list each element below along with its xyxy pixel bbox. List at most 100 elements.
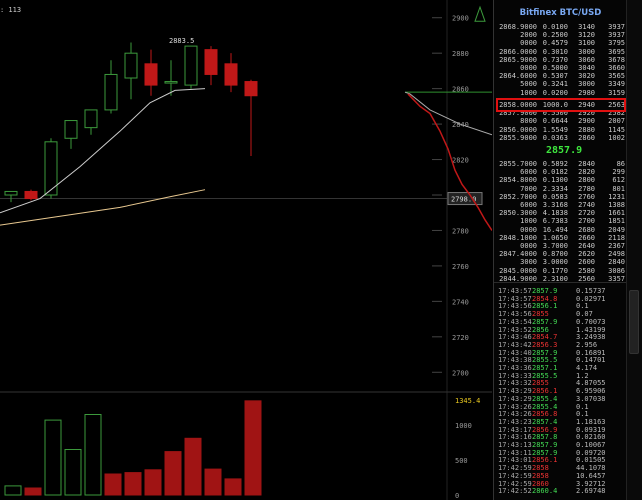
trade-time: 17:42:59: [498, 479, 532, 488]
bid-row[interactable]: 6000 3.3168 2740 1388: [494, 201, 627, 209]
ask-cell: 2980: [578, 88, 595, 97]
bid-cell: 0.8700: [542, 250, 568, 259]
trade-price: 2858: [532, 464, 549, 473]
highlight-box: [496, 98, 626, 112]
ask-row[interactable]: 0000 0.4579 3100 3795: [494, 39, 627, 47]
bid-cell: 2580: [578, 266, 595, 275]
candle-body: [164, 81, 178, 84]
bid-cell: 2049: [608, 225, 625, 234]
ask-row[interactable]: 2868.9000 0.0100 3140 3937: [494, 23, 627, 31]
scrollbar-thumb[interactable]: [629, 290, 639, 354]
bid-row[interactable]: 2850.3000 4.1838 2720 1661: [494, 209, 627, 217]
ask-cell: 3795: [608, 39, 625, 48]
chart-area[interactable]: 2900288028602840282028002780276027402720…: [0, 0, 492, 500]
bid-cell: 2800: [578, 176, 595, 185]
trade-time: 17:43:40: [498, 348, 532, 357]
trade-amount: 0.1: [576, 402, 589, 411]
trade-row: 17:43:29 2855.4 3.07038: [494, 395, 627, 403]
depth-bid-line: [407, 93, 492, 231]
ask-row[interactable]: 2855.9000 0.0363 2860 1002: [494, 134, 627, 142]
trade-row: 17:43:40 2857.9 0.16891: [494, 349, 627, 357]
ask-row[interactable]: 2865.9000 0.7370 3060 3678: [494, 56, 627, 64]
trade-time: 17:43:32: [498, 379, 532, 388]
trade-price: 2856.1: [532, 387, 558, 396]
bid-row[interactable]: 1000 6.7383 2700 1851: [494, 217, 627, 225]
bid-row[interactable]: 2848.1000 1.0650 2660 2118: [494, 234, 627, 242]
price-chart[interactable]: 2900288028602840282028002780276027402720…: [0, 0, 492, 500]
bid-cell: 6.7383: [542, 217, 568, 226]
trade-row: 17:43:29 2856.1 6.95906: [494, 387, 627, 395]
volume-bar: [84, 414, 102, 496]
bid-row[interactable]: 6000 0.0182 2820 299: [494, 168, 627, 176]
trade-price: 2857.4: [532, 417, 558, 426]
ask-cell: 1.5549: [542, 125, 568, 134]
ask-cell: 3060: [578, 55, 595, 64]
bid-cell: 6000: [520, 168, 537, 177]
ask-row[interactable]: 2000 0.2500 3120 3937: [494, 31, 627, 39]
ask-row[interactable]: 5000 0.3241 3000 3349: [494, 80, 627, 88]
trade-amount: 3.92712: [576, 479, 606, 488]
trade-price: 2855.4: [532, 402, 558, 411]
bid-cell: 0.1770: [542, 266, 568, 275]
bid-row[interactable]: 2854.8000 0.1300 2800 612: [494, 176, 627, 184]
volume-bar: [24, 487, 42, 496]
trade-amount: 2.69748: [576, 487, 606, 496]
high-label: 2883.5: [169, 37, 194, 45]
trade-price: 2856.8: [532, 410, 558, 419]
ask-cell: 3695: [608, 47, 625, 56]
bid-cell: 2852.7000: [499, 192, 537, 201]
volume-bar: [224, 478, 242, 496]
trade-price: 2856.3: [532, 340, 558, 349]
trade-price: 2856.9: [532, 425, 558, 434]
trade-row: 17:42:59 2858 10.6457: [494, 472, 627, 480]
ask-row[interactable]: 2866.0000 0.3010 3000 3695: [494, 48, 627, 56]
bid-row[interactable]: 0000 16.494 2680 2049: [494, 226, 627, 234]
candle-body: [104, 73, 118, 111]
bid-cell: 2845.0000: [499, 266, 537, 275]
bid-row[interactable]: 7000 2.3334 2780 801: [494, 185, 627, 193]
candle-body: [144, 63, 158, 86]
ask-cell: 2000: [520, 31, 537, 40]
trade-price: 2857.9: [532, 287, 558, 295]
bid-cell: 612: [612, 176, 625, 185]
bid-row[interactable]: 3000 3.0000 2600 2840: [494, 258, 627, 266]
ask-row[interactable]: 2856.0000 1.5549 2880 1145: [494, 126, 627, 134]
ask-row[interactable]: 2858.0000 1000.0 2940 2563: [494, 101, 627, 109]
trade-price: 2857.9: [532, 348, 558, 357]
volume-bar: [204, 468, 222, 496]
trade-price: 2855.5: [532, 371, 558, 380]
trade-row: 17:43:23 2857.4 1.18163: [494, 418, 627, 426]
trade-row: 17:43:54 2857.9 0.70073: [494, 318, 627, 326]
bid-cell: 2.3100: [542, 274, 568, 283]
trade-row: 17:43:33 2855.5 1.2: [494, 372, 627, 380]
ask-cell: 3000: [578, 47, 595, 56]
trade-time: 17:43:17: [498, 425, 532, 434]
price-tick-label: 2760: [452, 263, 469, 271]
bid-row[interactable]: 2845.0000 0.1770 2580 3086: [494, 267, 627, 275]
scrollbar[interactable]: [626, 0, 642, 500]
ask-cell: 3040: [578, 64, 595, 72]
trade-row: 17:43:57 2854.8 0.02971: [494, 295, 627, 303]
trade-row: 17:43:13 2857.9 0.10067: [494, 441, 627, 449]
ask-cell: 0.7370: [542, 55, 568, 64]
header-label: : 113: [0, 6, 22, 14]
ask-row[interactable]: 2857.9000 0.5500 2920 2582: [494, 109, 627, 117]
ask-cell: 0.2500: [542, 31, 568, 40]
ask-row[interactable]: 0000 0.5000 3040 3660: [494, 64, 627, 72]
order-book-title: Bitfinex BTC/USD: [519, 8, 602, 18]
ask-cell: 2864.6000: [499, 72, 537, 81]
bid-row[interactable]: 2844.9000 2.3100 2560 3357: [494, 275, 627, 283]
ask-cell: 2880: [578, 125, 595, 134]
ask-cell: 2900: [578, 117, 595, 126]
trade-price: 2857.9: [532, 317, 558, 326]
ask-row[interactable]: 8000 0.6644 2900 2007: [494, 117, 627, 125]
candle-body: [4, 190, 18, 196]
bid-cell: 3.3168: [542, 201, 568, 209]
bid-row[interactable]: 2847.4000 0.8700 2620 2498: [494, 250, 627, 258]
ask-row[interactable]: 2864.6000 0.5307 3020 3565: [494, 72, 627, 80]
bid-row[interactable]: 0000 3.7000 2640 2367: [494, 242, 627, 250]
bid-row[interactable]: 2855.7000 0.5892 2840 86: [494, 160, 627, 168]
trade-time: 17:42:52: [498, 487, 532, 496]
bid-row[interactable]: 2852.7000 0.0583 2760 1231: [494, 193, 627, 201]
ask-row[interactable]: 1000 0.0200 2980 3159: [494, 89, 627, 97]
